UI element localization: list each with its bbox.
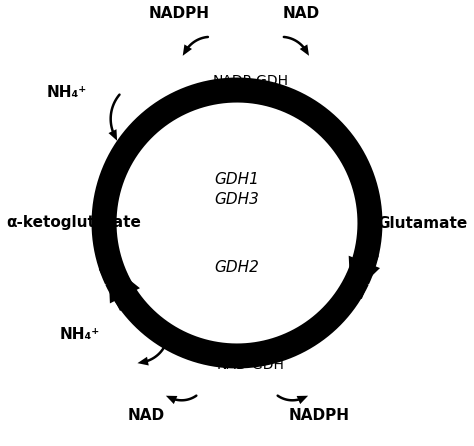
Text: NAD-GDH: NAD-GDH xyxy=(216,358,284,372)
Text: Glutamate: Glutamate xyxy=(377,215,467,231)
Text: NADPH: NADPH xyxy=(289,408,349,423)
Text: α-ketoglutarate: α-ketoglutarate xyxy=(7,215,141,231)
Polygon shape xyxy=(182,45,192,56)
Text: NAD: NAD xyxy=(128,408,164,423)
Polygon shape xyxy=(109,129,117,141)
Text: NAD: NAD xyxy=(283,6,320,21)
Polygon shape xyxy=(137,357,149,365)
Polygon shape xyxy=(300,45,309,56)
Polygon shape xyxy=(297,396,308,404)
Text: NH₄⁺: NH₄⁺ xyxy=(60,327,100,342)
Text: NADP-GDH: NADP-GDH xyxy=(212,74,288,88)
Text: GDH1
GDH3: GDH1 GDH3 xyxy=(215,172,259,207)
Polygon shape xyxy=(349,256,380,297)
Text: NH₄⁺: NH₄⁺ xyxy=(46,85,86,100)
Text: GDH2: GDH2 xyxy=(215,260,259,275)
Text: NADPH: NADPH xyxy=(149,6,210,21)
Polygon shape xyxy=(108,263,140,303)
Polygon shape xyxy=(166,396,177,404)
